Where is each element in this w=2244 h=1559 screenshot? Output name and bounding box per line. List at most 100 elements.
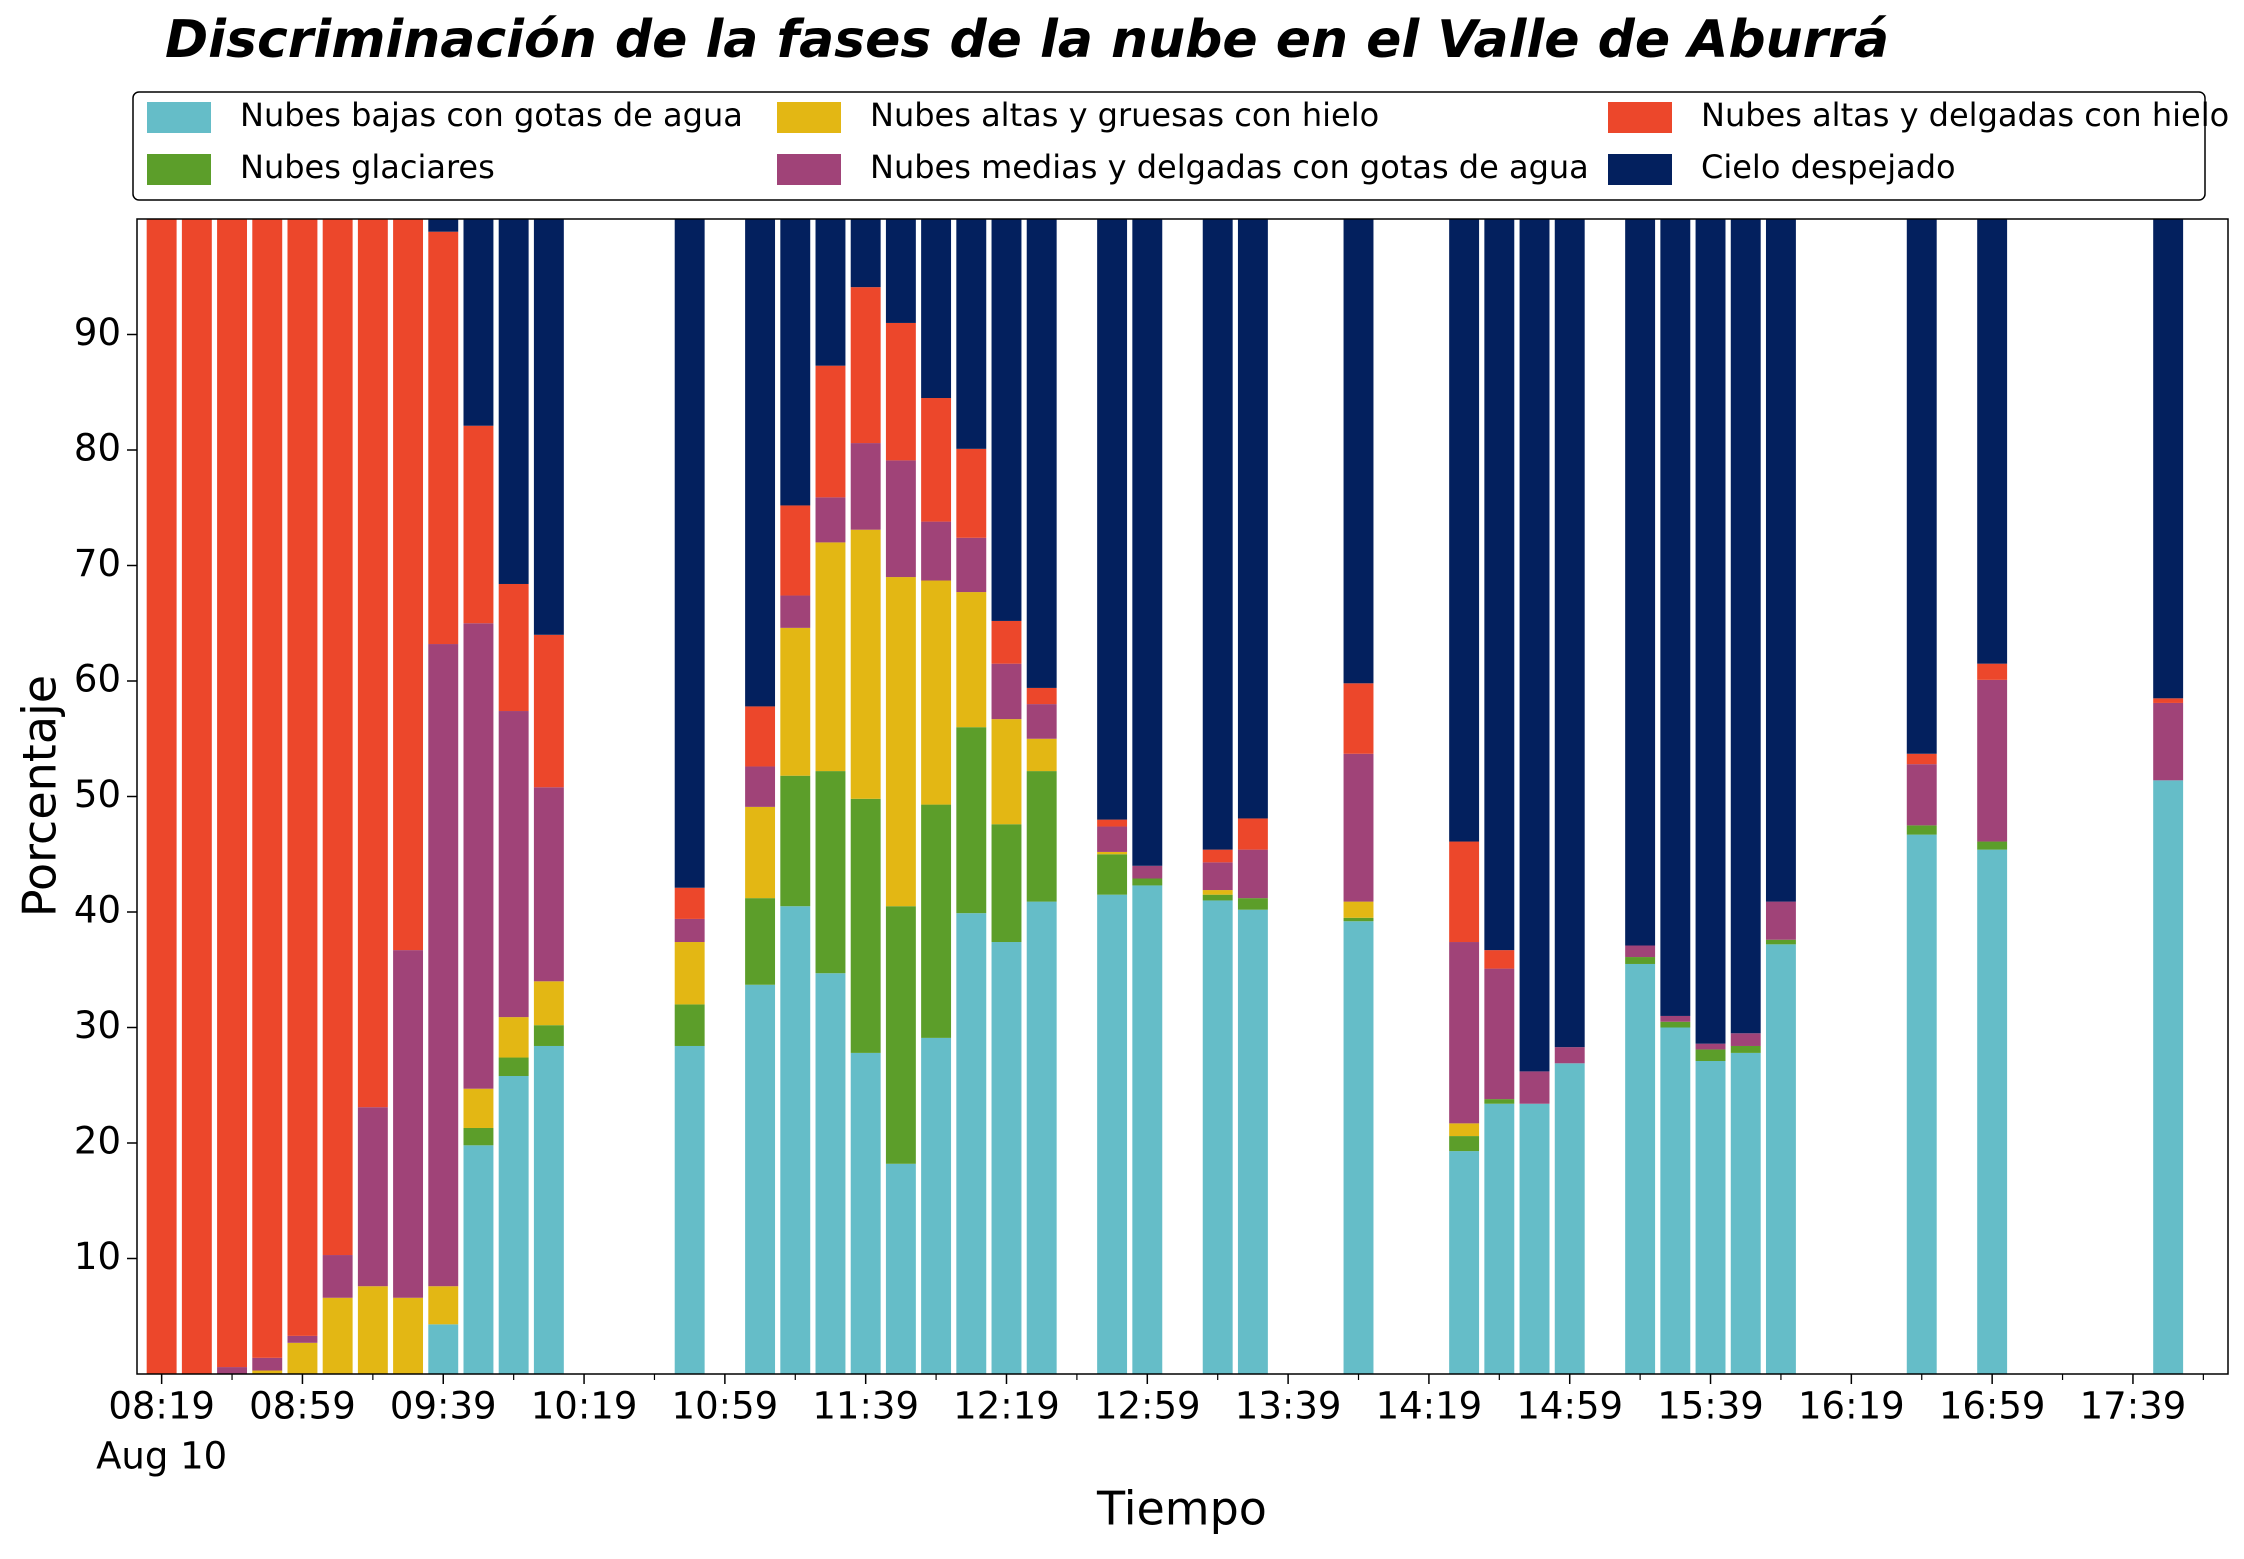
- bar-segment: [252, 1370, 283, 1374]
- bar-segment: [1625, 219, 1656, 946]
- bar-segment: [1906, 834, 1937, 1374]
- bar-segment: [322, 1255, 353, 1298]
- bar-segment: [885, 219, 916, 323]
- legend-label: Nubes medias y delgadas con gotas de agu…: [870, 148, 1589, 186]
- x-tick-label: 10:19: [531, 1385, 638, 1428]
- y-tick-label: 80: [74, 427, 121, 470]
- bar-segment: [991, 942, 1022, 1374]
- bar-segment: [956, 592, 987, 728]
- bar-segment: [1026, 738, 1057, 772]
- bar-segment: [674, 1045, 705, 1374]
- bar-segment: [1695, 219, 1726, 1044]
- y-tick-label: 40: [74, 889, 121, 932]
- bar-segment: [322, 219, 353, 1256]
- bar-segment: [1977, 849, 2008, 1374]
- bar-segment: [991, 824, 1022, 943]
- bar-segment: [217, 219, 248, 1368]
- bar-segment: [1695, 1049, 1726, 1061]
- bar-segment: [393, 1297, 424, 1374]
- bar-segment: [745, 806, 776, 899]
- bar-segment: [1202, 862, 1233, 891]
- bar-segment: [885, 906, 916, 1164]
- bar-segment: [1730, 1045, 1761, 1053]
- y-tick-label: 20: [74, 1120, 121, 1163]
- legend-label: Nubes glaciares: [240, 148, 495, 186]
- bar-segment: [1906, 219, 1937, 754]
- x-tick-label: 12:59: [1094, 1385, 1201, 1428]
- bar-segment: [850, 529, 881, 799]
- bar-segment: [674, 219, 705, 888]
- x-tick-label: 11:39: [812, 1385, 919, 1428]
- bar-segment: [1343, 683, 1374, 754]
- bar-segment: [921, 1037, 952, 1374]
- x-tick-label: 15:39: [1657, 1385, 1764, 1428]
- bar-segment: [287, 219, 318, 1336]
- bar-segment: [1026, 219, 1057, 688]
- bar-segment: [815, 497, 846, 543]
- bar-segment: [815, 219, 846, 366]
- bar-segment: [1695, 1060, 1726, 1374]
- bar-segment: [1977, 679, 2008, 842]
- bar-segment: [1449, 219, 1480, 842]
- legend-label: Nubes bajas con gotas de agua: [240, 96, 743, 134]
- bar-segment: [2153, 698, 2184, 703]
- bar-segment: [1202, 219, 1233, 850]
- bar-segment: [393, 219, 424, 951]
- bar-segment: [463, 623, 494, 1089]
- bar-segment: [815, 542, 846, 772]
- bar-segment: [850, 443, 881, 530]
- bar-segment: [287, 1342, 318, 1374]
- bar-segment: [1484, 1103, 1515, 1374]
- bar-segment: [533, 1045, 564, 1374]
- bar-segment: [1625, 963, 1656, 1374]
- bar-segment: [2153, 780, 2184, 1374]
- bar-segment: [1097, 219, 1128, 820]
- bar-segment: [921, 804, 952, 1038]
- y-tick-label: 60: [74, 658, 121, 701]
- bar-segment: [146, 219, 177, 1374]
- bar-segment: [1625, 945, 1656, 958]
- bar-segment: [850, 219, 881, 288]
- bar-segment: [428, 1324, 459, 1374]
- bar-segment: [1977, 663, 2008, 680]
- bar-segment: [674, 918, 705, 943]
- bar-segment: [815, 365, 846, 498]
- bar-segment: [780, 775, 811, 907]
- bar-segment: [885, 460, 916, 578]
- bar-segment: [1554, 219, 1585, 1048]
- bar-segment: [1519, 219, 1550, 1072]
- bar-segment: [674, 1004, 705, 1046]
- legend-label: Nubes altas y delgadas con hielo: [1701, 96, 2229, 134]
- bar-segment: [498, 1017, 529, 1058]
- x-axis-label: Tiempo: [1096, 1482, 1267, 1536]
- bar-segment: [1660, 1015, 1691, 1022]
- y-axis-label: Porcentaje: [13, 675, 67, 917]
- bar-segment: [1449, 1123, 1480, 1137]
- bar-segment: [1519, 1103, 1550, 1374]
- y-tick-label: 90: [74, 311, 121, 354]
- bar-segment: [674, 887, 705, 919]
- x-tick-label: 17:39: [2080, 1385, 2187, 1428]
- bar-segment: [674, 942, 705, 1005]
- bar-segment: [498, 583, 529, 712]
- bar-segment: [885, 1163, 916, 1374]
- bar-segment: [1660, 1027, 1691, 1374]
- bar-segment: [1343, 901, 1374, 918]
- x-tick-label: 14:59: [1516, 1385, 1623, 1428]
- bar-segment: [1026, 771, 1057, 902]
- bar-segment: [428, 1286, 459, 1325]
- bar-segment: [885, 322, 916, 461]
- bar-segment: [1625, 957, 1656, 964]
- bar-segment: [956, 727, 987, 914]
- legend-swatch: [777, 154, 841, 185]
- bar-segment: [780, 219, 811, 506]
- x-tick-label: 08:59: [249, 1385, 356, 1428]
- bar-segment: [1026, 687, 1057, 705]
- x-tick-label: 08:19: [108, 1385, 215, 1428]
- bar-segment: [533, 787, 564, 982]
- bar-segment: [252, 1357, 283, 1371]
- bar-segment: [1660, 219, 1691, 1016]
- bar-segment: [991, 663, 1022, 720]
- bar-segment: [780, 595, 811, 628]
- bar-segment: [1906, 825, 1937, 835]
